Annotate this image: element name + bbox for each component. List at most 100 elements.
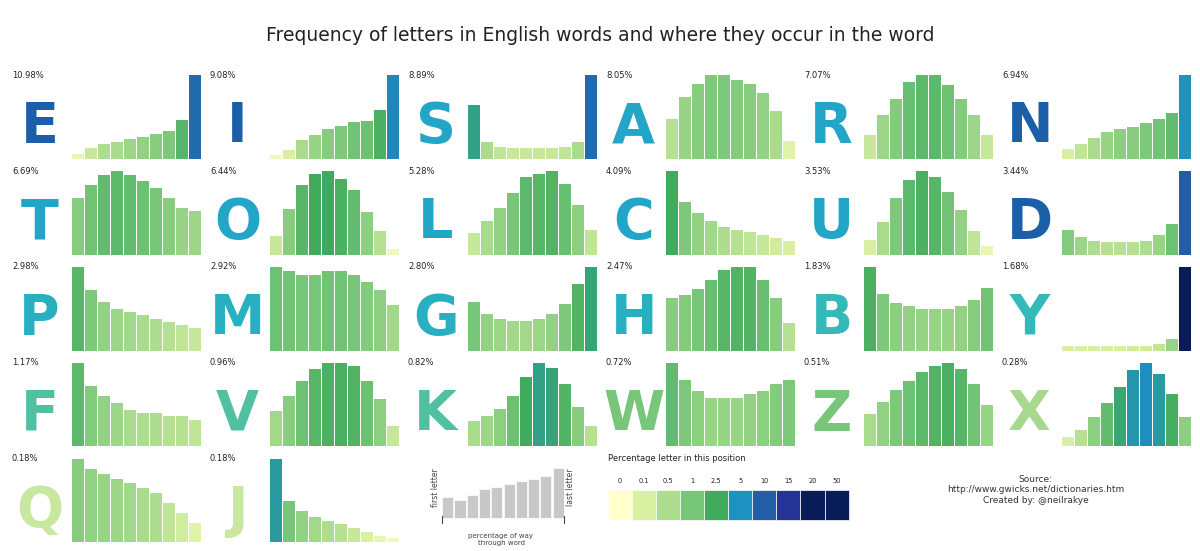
Bar — [190, 75, 202, 159]
Bar — [283, 396, 295, 446]
Bar — [540, 476, 552, 518]
Bar — [586, 425, 598, 446]
Text: 2.47%: 2.47% — [606, 262, 632, 272]
Bar — [955, 369, 967, 446]
Bar — [163, 322, 175, 350]
Bar — [137, 488, 149, 542]
Bar — [1166, 394, 1178, 446]
Bar — [877, 402, 889, 446]
Bar — [800, 490, 824, 520]
Bar — [1153, 119, 1165, 159]
Bar — [112, 143, 124, 159]
Bar — [559, 147, 571, 159]
Text: 10.98%: 10.98% — [12, 71, 43, 80]
Bar — [150, 413, 162, 446]
Bar — [706, 279, 718, 350]
Bar — [322, 521, 334, 542]
Bar — [1075, 347, 1087, 350]
Bar — [310, 517, 322, 542]
Bar — [1180, 418, 1192, 446]
Text: W: W — [604, 388, 665, 442]
Bar — [124, 483, 136, 542]
Bar — [176, 417, 188, 446]
Bar — [692, 213, 704, 255]
Bar — [348, 122, 360, 159]
Bar — [968, 231, 980, 255]
Bar — [270, 410, 282, 446]
Bar — [1127, 242, 1139, 255]
Text: 9.08%: 9.08% — [210, 71, 236, 80]
Bar — [904, 180, 916, 255]
Bar — [955, 210, 967, 255]
Text: 0.51%: 0.51% — [804, 358, 830, 368]
Bar — [929, 75, 941, 159]
Text: E: E — [20, 100, 59, 154]
Bar — [190, 420, 202, 446]
Text: 2.80%: 2.80% — [408, 262, 434, 272]
Bar — [504, 484, 515, 518]
Bar — [72, 154, 84, 159]
Text: 0.5: 0.5 — [662, 478, 673, 484]
Bar — [706, 222, 718, 255]
Bar — [1127, 345, 1139, 350]
Bar — [1088, 418, 1100, 446]
Bar — [137, 413, 149, 446]
Bar — [85, 290, 97, 350]
Bar — [112, 309, 124, 350]
Bar — [784, 241, 796, 255]
Bar — [388, 538, 400, 542]
Bar — [1075, 237, 1087, 255]
Bar — [692, 391, 704, 446]
Text: G: G — [413, 292, 458, 346]
Bar — [190, 523, 202, 542]
Bar — [942, 363, 954, 446]
Bar — [744, 84, 756, 159]
Text: H: H — [611, 292, 656, 346]
Bar — [112, 403, 124, 446]
Bar — [296, 381, 308, 446]
Text: R: R — [810, 100, 853, 154]
Bar — [757, 391, 769, 446]
Bar — [137, 315, 149, 350]
Bar — [137, 137, 149, 159]
Bar — [770, 384, 782, 446]
Bar — [455, 500, 466, 518]
Text: 50: 50 — [833, 478, 841, 484]
Bar — [752, 490, 776, 520]
Bar — [520, 177, 532, 255]
Bar — [533, 318, 545, 350]
Bar — [728, 490, 752, 520]
Bar — [680, 490, 704, 520]
Bar — [666, 363, 678, 446]
Bar — [731, 80, 743, 159]
Bar — [718, 75, 730, 159]
Bar — [283, 150, 295, 159]
Bar — [374, 399, 386, 446]
Bar — [904, 306, 916, 350]
Bar — [163, 131, 175, 159]
Bar — [718, 271, 730, 350]
Text: 10: 10 — [761, 478, 768, 484]
Text: Z: Z — [811, 388, 852, 442]
Bar — [890, 390, 902, 446]
Bar — [1114, 242, 1126, 255]
Bar — [361, 381, 373, 446]
Text: 0.18%: 0.18% — [210, 454, 236, 463]
Bar — [968, 384, 980, 446]
Bar — [916, 309, 928, 350]
Bar — [335, 180, 347, 255]
Bar — [572, 407, 584, 446]
Bar — [296, 140, 308, 159]
Bar — [776, 490, 800, 520]
Bar — [388, 305, 400, 350]
Bar — [310, 369, 322, 446]
Bar — [124, 312, 136, 350]
Text: K: K — [414, 388, 457, 442]
Text: 2.92%: 2.92% — [210, 262, 236, 272]
Bar — [176, 208, 188, 255]
Bar — [176, 120, 188, 159]
Bar — [98, 144, 110, 159]
Bar — [176, 325, 188, 350]
Bar — [706, 75, 718, 159]
Bar — [270, 236, 282, 255]
